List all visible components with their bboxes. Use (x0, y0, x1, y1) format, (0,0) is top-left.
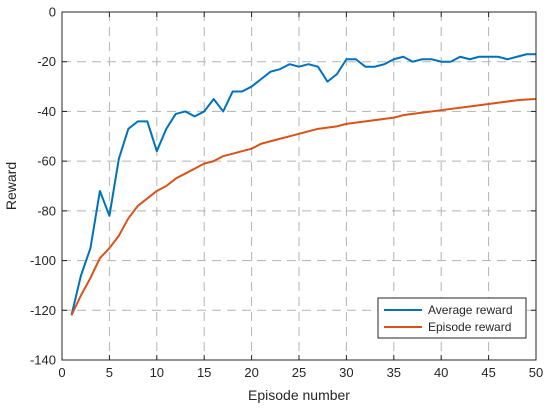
x-tick-label: 35 (387, 365, 401, 380)
x-tick-label: 45 (481, 365, 495, 380)
x-tick-label: 0 (58, 365, 65, 380)
x-tick-label: 10 (150, 365, 164, 380)
series-line-episode-reward (70, 98, 537, 316)
grid-lines (62, 12, 536, 360)
y-tick-label: -80 (37, 203, 56, 218)
x-tick-label: 50 (529, 365, 543, 380)
series-line-average-reward (70, 53, 536, 316)
x-axis-label: Episode number (248, 387, 350, 403)
y-tick-label: 0 (49, 5, 56, 20)
x-tick-label: 20 (244, 365, 258, 380)
series-group (70, 53, 537, 316)
y-tick-label: -20 (37, 54, 56, 69)
legend-label-episode-reward: Episode reward (428, 320, 511, 334)
y-tick-label: -60 (37, 154, 56, 169)
x-tick-label: 25 (292, 365, 306, 380)
y-tick-label: -140 (30, 353, 56, 368)
y-tick-label: -100 (30, 253, 56, 268)
x-tick-label: 30 (339, 365, 353, 380)
x-tick-label: 40 (434, 365, 448, 380)
tick-group: 0 5 10 15 20 25 30 35 40 45 50 -140 -120 -100 -80 -60 -4… (30, 5, 543, 381)
y-axis-label: Reward (3, 162, 19, 210)
y-tick-label: -40 (37, 104, 56, 119)
legend-label-average-reward: Average reward (428, 303, 513, 317)
x-tick-label: 5 (106, 365, 113, 380)
legend-box (377, 297, 527, 339)
y-tick-label: -120 (30, 303, 56, 318)
legend: Average reward Episode reward (377, 297, 527, 339)
x-tick-label: 15 (197, 365, 211, 380)
